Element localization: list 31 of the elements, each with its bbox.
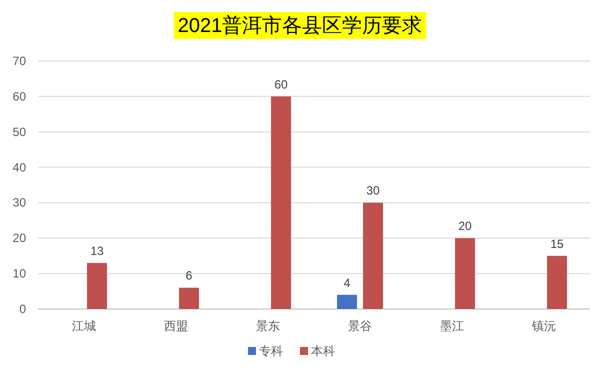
y-tick-label: 70 [12, 54, 26, 68]
x-tick-label: 镇沅 [531, 319, 556, 333]
bar [87, 262, 107, 309]
y-tick-label: 0 [19, 302, 26, 316]
y-tick-label: 30 [12, 196, 26, 210]
bar [455, 238, 475, 309]
x-tick-label: 西盟 [164, 319, 188, 333]
x-tick-label: 景谷 [348, 319, 372, 333]
data-label: 20 [458, 219, 472, 234]
y-tick-label: 50 [12, 124, 26, 139]
data-label: 30 [366, 184, 380, 198]
bar [179, 288, 199, 309]
y-tick-label: 10 [12, 266, 26, 281]
data-label: 60 [274, 77, 288, 92]
chart-title: 2021普洱市各县区学历要求 [178, 14, 422, 37]
legend-label: 本科 [311, 344, 335, 358]
bar [271, 96, 291, 309]
data-label: 13 [90, 244, 104, 258]
y-tick-label: 60 [12, 89, 26, 104]
x-tick-label: 景东 [256, 319, 280, 333]
x-tick-label: 江城 [72, 319, 96, 333]
y-tick-label: 40 [12, 160, 26, 174]
bar [337, 294, 357, 309]
bar [547, 256, 567, 309]
data-label: 4 [344, 276, 351, 290]
data-label: 6 [186, 268, 193, 283]
y-tick-label: 20 [12, 231, 26, 246]
legend-label: 专科 [259, 344, 283, 358]
bar [363, 202, 383, 309]
x-tick-label: 墨江 [440, 319, 464, 333]
data-label: 15 [550, 236, 564, 251]
